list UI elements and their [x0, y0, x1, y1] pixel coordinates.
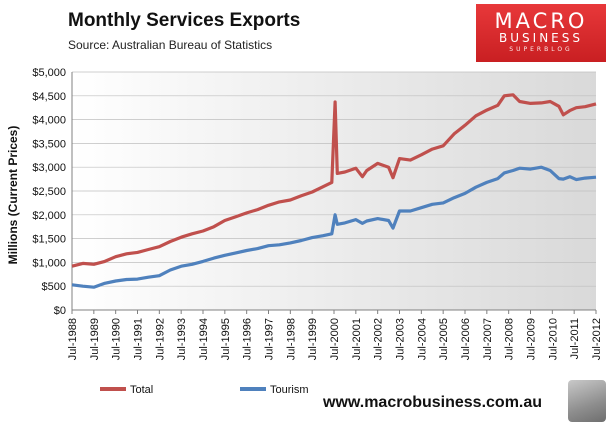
x-tick-label: Jul-1988	[67, 318, 79, 360]
logo-line-2: BUSINESS	[499, 31, 583, 45]
x-tick-label: Jul-2010	[547, 318, 559, 360]
x-tick-label: Jul-1989	[89, 318, 101, 360]
x-tick-label: Jul-1993	[176, 318, 188, 360]
y-tick-label: $0	[54, 305, 66, 317]
x-tick-label: Jul-1999	[307, 318, 319, 360]
logo-line-1: MACRO	[494, 9, 588, 33]
x-tick-label: Jul-1990	[111, 318, 123, 360]
y-tick-label: $3,000	[32, 162, 66, 174]
x-tick-label: Jul-1996	[242, 318, 254, 360]
x-tick-label: Jul-2008	[504, 318, 516, 360]
x-tick-label: Jul-2003	[395, 318, 407, 360]
x-tick-label: Jul-2006	[460, 318, 472, 360]
y-tick-label: $4,000	[32, 115, 66, 127]
chart-subtitle: Source: Australian Bureau of Statistics	[68, 38, 273, 52]
footer-url[interactable]: www.macrobusiness.com.au	[323, 394, 543, 411]
x-tick-label: Jul-1994	[198, 318, 210, 360]
y-tick-label: $5,000	[32, 67, 66, 79]
series-line-total	[71, 93, 597, 268]
y-tick-label: $500	[42, 281, 66, 293]
y-tick-label: $2,000	[32, 210, 66, 222]
x-tick-label: Jul-1991	[133, 318, 145, 360]
y-tick-label: $1,000	[32, 257, 66, 269]
x-tick-label: Jul-1992	[154, 318, 166, 360]
x-tick-label: Jul-2000	[329, 318, 341, 360]
x-tick-label: Jul-2007	[482, 318, 494, 360]
x-tick-label: Jul-2002	[373, 318, 385, 360]
x-tick-label: Jul-2004	[416, 318, 428, 360]
y-tick-label: $2,500	[32, 186, 66, 198]
x-tick-label: Jul-2011	[569, 318, 581, 359]
y-axis-label: Millions (Current Prices)	[6, 126, 20, 265]
x-tick-label: Jul-1997	[264, 318, 276, 360]
wolf-mascot-icon	[568, 380, 606, 422]
legend-label-total: Total	[130, 384, 153, 396]
y-tick-label: $4,500	[32, 91, 66, 103]
x-tick-label: Jul-1998	[285, 318, 297, 360]
macro-business-logo: MACRO BUSINESS SUPERBLOG	[476, 4, 606, 62]
x-tick-label: Jul-2012	[591, 318, 603, 360]
logo-line-3: SUPERBLOG	[509, 46, 573, 53]
legend-label-tourism: Tourism	[270, 384, 309, 396]
series-line-tourism	[71, 165, 597, 289]
y-tick-label: $1,500	[32, 234, 66, 246]
x-tick-label: Jul-2005	[438, 318, 450, 360]
x-tick-label: Jul-2001	[351, 318, 363, 360]
chart-title: Monthly Services Exports	[68, 10, 301, 31]
y-tick-label: $3,500	[32, 138, 66, 150]
x-tick-label: Jul-2009	[526, 318, 538, 360]
x-tick-label: Jul-1995	[220, 318, 232, 360]
